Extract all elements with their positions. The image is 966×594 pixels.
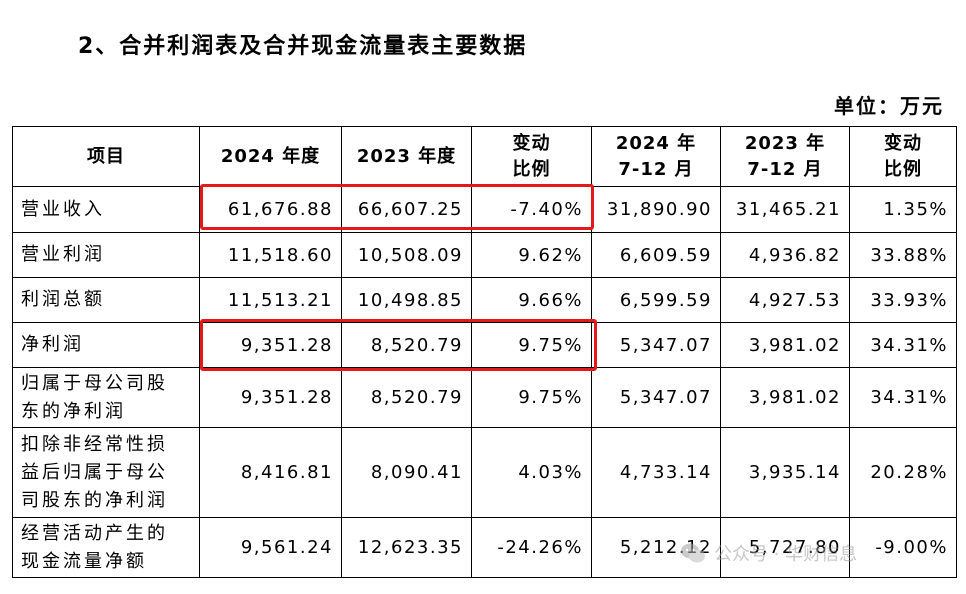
value-2024-annual: 11,518.60 — [199, 232, 342, 278]
row-label-line: 净利润 — [21, 334, 84, 355]
row-label-line: 归属于母公司股 — [21, 372, 168, 394]
unit-label: 单位：万元 — [834, 94, 944, 118]
header-2024-annual: 2024 年度 — [199, 126, 342, 187]
value-h2-change: 33.93% — [849, 277, 957, 323]
financial-data-table: 项目 2024 年度 2023 年度 变动 比例 2024 年 7-12 月 202… — [12, 126, 957, 578]
value-2024-annual: 9,561.24 — [199, 517, 342, 578]
value-annual-change: 9.66% — [471, 277, 592, 323]
row-label: 净利润 — [12, 322, 200, 368]
row-label-line: 扣除非经常性损 — [21, 433, 168, 455]
value-2024-annual: 11,513.21 — [199, 277, 342, 323]
header-2023-h2: 2023 年 7-12 月 — [720, 126, 850, 187]
value-2024-h2: 5,347.07 — [591, 322, 721, 368]
value-2023-annual: 8,090.41 — [341, 427, 472, 518]
table-row: 营业利润 11,518.60 10,508.09 9.62% 6,609.59 4,936… — [12, 232, 957, 278]
value-annual-change: 9.75% — [471, 367, 592, 428]
row-label: 经营活动产生的 现金流量净额 — [12, 517, 200, 578]
watermark-text: 公众号 · 华财信息 — [714, 544, 858, 565]
row-label-line: 营业利润 — [21, 244, 105, 265]
header-2024-h2: 2024 年 7-12 月 — [591, 126, 721, 187]
value-h2-change: 1.35% — [849, 186, 957, 233]
row-label-line: 利润总额 — [21, 289, 105, 310]
table-header-row: 项目 2024 年度 2023 年度 变动 比例 2024 年 7-12 月 202… — [12, 126, 957, 187]
row-label: 归属于母公司股 东的净利润 — [12, 367, 200, 428]
table-row: 净利润 9,351.28 8,520.79 9.75% 5,347.07 3,981.02… — [12, 322, 957, 368]
table-row: 归属于母公司股 东的净利润 9,351.28 8,520.79 9.75% 5,347.0… — [12, 367, 957, 428]
value-h2-change: 33.88% — [849, 232, 957, 278]
section-heading: 2、合并利润表及合并现金流量表主要数据 — [78, 34, 528, 59]
row-label: 利润总额 — [12, 277, 200, 323]
value-2023-h2: 4,936.82 — [720, 232, 850, 278]
value-2024-h2: 5,212.12 — [591, 517, 721, 578]
value-2023-h2: 3,981.02 — [720, 322, 850, 368]
value-2023-h2: 3,935.14 — [720, 427, 850, 518]
row-label-line: 营业收入 — [21, 198, 105, 220]
value-2023-h2: 3,981.02 — [720, 367, 850, 428]
value-annual-change: 4.03% — [471, 427, 592, 518]
row-label: 扣除非经常性损 益后归属于母公 司股东的净利润 — [12, 427, 200, 518]
watermark: 公众号 · 华财信息 — [680, 540, 857, 566]
value-h2-change: 34.31% — [849, 322, 957, 368]
value-annual-change: 9.62% — [471, 232, 592, 278]
value-2024-annual: 9,351.28 — [199, 322, 342, 368]
row-label-line: 东的净利润 — [21, 400, 126, 422]
value-2023-annual: 10,508.09 — [341, 232, 472, 278]
value-2023-annual: 66,607.25 — [341, 186, 472, 233]
value-2024-h2: 4,733.14 — [591, 427, 721, 518]
header-2023-annual: 2023 年度 — [341, 126, 472, 187]
table-row: 营业收入 61,676.88 66,607.25 -7.40% 31,890.90 31,… — [12, 186, 957, 233]
value-annual-change: 9.75% — [471, 322, 592, 368]
row-label-line: 经营活动产生的 — [21, 522, 168, 544]
value-2023-annual: 10,498.85 — [341, 277, 472, 323]
row-label: 营业利润 — [12, 232, 200, 278]
value-2024-h2: 31,890.90 — [591, 186, 721, 233]
value-h2-change: -9.00% — [849, 517, 957, 578]
header-item: 项目 — [12, 126, 200, 187]
value-2023-h2: 31,465.21 — [720, 186, 850, 233]
value-2024-h2: 6,609.59 — [591, 232, 721, 278]
value-2024-annual: 8,416.81 — [199, 427, 342, 518]
value-annual-change: -24.26% — [471, 517, 592, 578]
header-h2-change: 变动 比例 — [849, 126, 957, 187]
wechat-icon — [681, 543, 705, 563]
value-2023-h2: 5,727.80 — [720, 517, 850, 578]
value-2024-h2: 6,599.59 — [591, 277, 721, 323]
row-label-line: 司股东的净利润 — [21, 489, 168, 511]
value-2023-annual: 12,623.35 — [341, 517, 472, 578]
value-2023-annual: 8,520.79 — [341, 322, 472, 368]
row-label-line: 益后归属于母公 — [21, 461, 168, 483]
table-row: 经营活动产生的 现金流量净额 9,561.24 12,623.35 -24.26% 5,2… — [12, 517, 957, 578]
header-annual-change: 变动 比例 — [471, 126, 592, 187]
value-h2-change: 20.28% — [849, 427, 957, 518]
table-row: 利润总额 11,513.21 10,498.85 9.66% 6,599.59 4,927… — [12, 277, 957, 323]
value-annual-change: -7.40% — [471, 186, 592, 233]
value-2024-h2: 5,347.07 — [591, 367, 721, 428]
value-2024-annual: 61,676.88 — [199, 186, 342, 233]
table-row: 扣除非经常性损 益后归属于母公 司股东的净利润 8,416.81 8,090.41 4.0… — [12, 427, 957, 518]
value-2024-annual: 9,351.28 — [199, 367, 342, 428]
value-h2-change: 34.31% — [849, 367, 957, 428]
row-label: 营业收入 — [12, 186, 200, 233]
row-label-line: 现金流量净额 — [21, 550, 147, 572]
value-2023-h2: 4,927.53 — [720, 277, 850, 323]
value-2023-annual: 8,520.79 — [341, 367, 472, 428]
